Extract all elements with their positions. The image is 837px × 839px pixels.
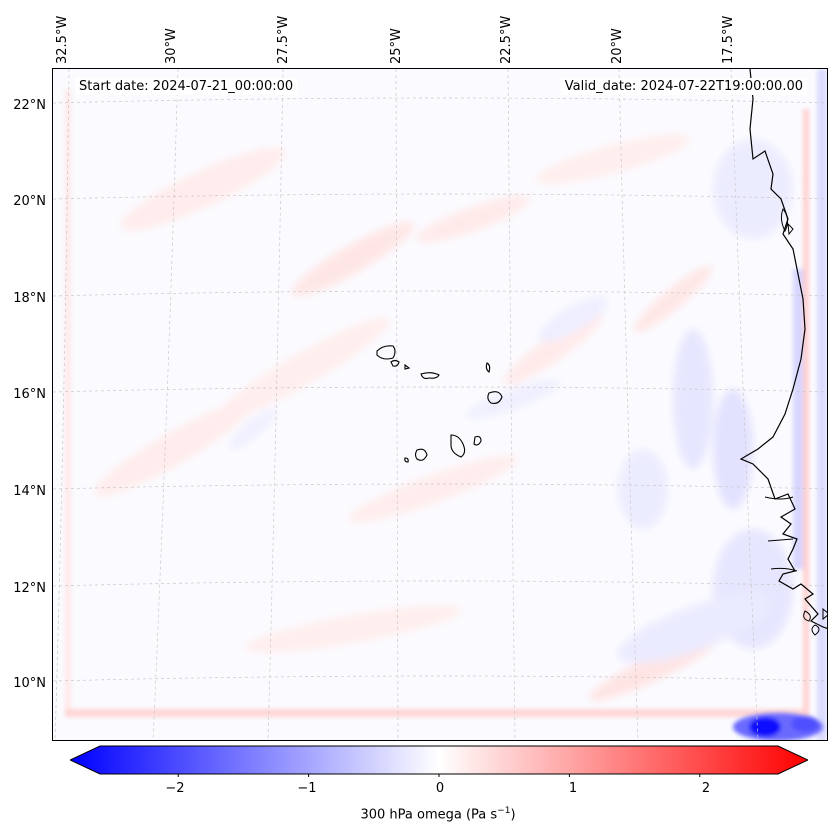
lon-label-30w: 30°W (164, 28, 179, 64)
lon-label-22-5w: 22.5°W (499, 15, 514, 64)
lon-label-17-5w: 17.5°W (721, 15, 736, 64)
lat-label-18n: 18°N (13, 291, 46, 306)
island-sal (485, 362, 491, 373)
island-brava (404, 457, 409, 463)
omega-field (53, 69, 827, 740)
lon-label-27-5w: 27.5°W (276, 15, 291, 64)
colorbar (70, 745, 808, 777)
island-santo-antao (376, 345, 396, 360)
lon-label-25w: 25°W (389, 28, 404, 64)
lon-label-32-5w: 32.5°W (55, 15, 70, 64)
island-boa-vista (487, 391, 503, 404)
map-panel (52, 68, 828, 741)
boundary-frame (65, 69, 827, 740)
coast-estuary (764, 496, 798, 572)
africa-coastline (739, 69, 827, 629)
island-sao-nicolau (420, 372, 440, 380)
island-fogo (414, 448, 428, 461)
cb-tick-label: −2 (165, 781, 185, 796)
colorbar-body (70, 745, 808, 775)
lon-label-20w: 20°W (610, 28, 625, 64)
cb-tick-label: −1 (297, 781, 317, 796)
coast-islands (780, 208, 827, 636)
cb-tick-label: 1 (568, 781, 578, 796)
island-santa-luzia (404, 363, 411, 370)
colorbar-label-end: ) (510, 807, 516, 823)
island-santiago (450, 434, 466, 458)
lat-label-12n: 12°N (13, 581, 46, 596)
cb-tick-label: 0 (435, 781, 445, 796)
lat-label-22n: 22°N (13, 98, 46, 113)
colorbar-label-text: 300 hPa omega (Pa s (360, 807, 498, 823)
island-sao-vicente (390, 359, 400, 367)
graticule (53, 69, 827, 740)
colorbar-label: 300 hPa omega (Pa s−1) (0, 806, 837, 822)
lat-label-10n: 10°N (13, 676, 46, 691)
start-date-label: Start date: 2024-07-21_00:00:00 (75, 78, 298, 95)
strong-uplift-blob (733, 713, 823, 740)
island-maio (473, 435, 482, 446)
cape-verde-islands (376, 345, 503, 463)
lat-label-20n: 20°N (13, 194, 46, 209)
valid-date-label: Valid_date: 2024-07-22T19:00:00.00 (560, 78, 807, 95)
omega-contours (94, 134, 793, 701)
cb-tick-label: 2 (701, 781, 711, 796)
colorbar-tick-marks (177, 774, 701, 777)
colorbar-label-sup: −1 (497, 806, 511, 816)
lat-label-16n: 16°N (13, 387, 46, 402)
lat-label-14n: 14°N (13, 484, 46, 499)
